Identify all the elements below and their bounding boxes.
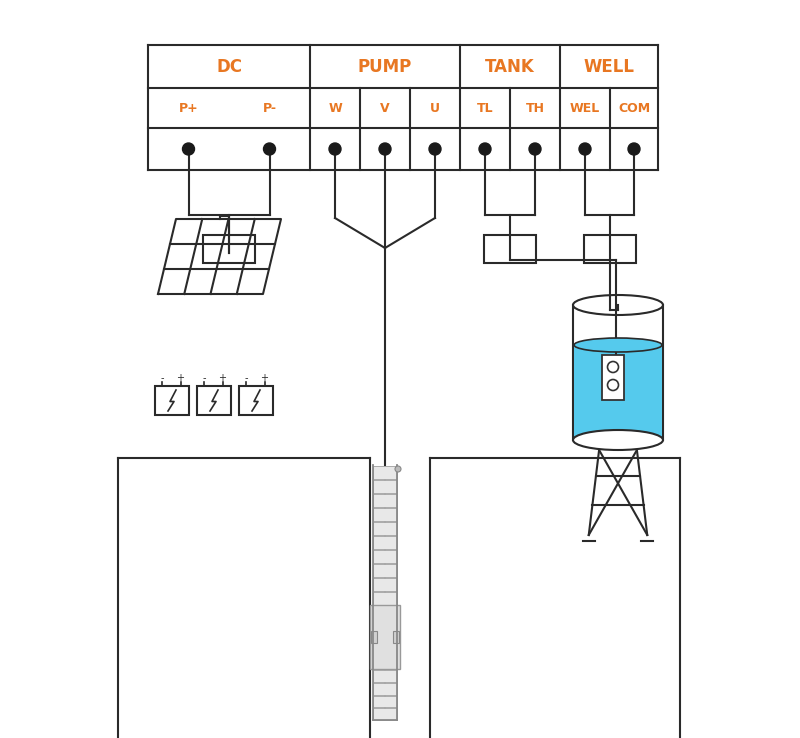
Text: -: - [161, 373, 164, 383]
Bar [371, 631, 377, 643]
Bar [574, 345, 662, 440]
Circle shape [329, 143, 341, 155]
Circle shape [628, 143, 640, 155]
Ellipse shape [574, 338, 662, 352]
Circle shape [263, 143, 275, 155]
Circle shape [579, 143, 591, 155]
Bar [373, 670, 397, 682]
Bar [484, 235, 536, 263]
Text: TH: TH [526, 102, 545, 114]
Bar [393, 631, 399, 643]
Text: P+: P+ [178, 102, 198, 114]
Bar [373, 466, 397, 479]
Text: V: V [380, 102, 390, 114]
Text: P-: P- [262, 102, 277, 114]
Bar [602, 355, 624, 400]
Text: TANK: TANK [485, 58, 535, 75]
Bar [373, 480, 397, 493]
Text: DC: DC [216, 58, 242, 75]
Bar [373, 522, 397, 535]
Circle shape [182, 143, 194, 155]
Text: +: + [218, 373, 226, 383]
Bar [373, 578, 397, 591]
Circle shape [395, 466, 401, 472]
Bar [373, 494, 397, 507]
Text: +: + [261, 373, 269, 383]
Circle shape [607, 379, 618, 390]
Text: U: U [430, 102, 440, 114]
Text: PUMP: PUMP [358, 58, 412, 75]
Circle shape [429, 143, 441, 155]
Bar [203, 235, 255, 263]
Bar [239, 386, 273, 415]
Text: +: + [177, 373, 185, 383]
Bar [373, 592, 397, 605]
Circle shape [479, 143, 491, 155]
Circle shape [529, 143, 541, 155]
Bar [373, 695, 397, 707]
Bar [373, 683, 397, 694]
Circle shape [379, 143, 391, 155]
Circle shape [607, 362, 618, 373]
Bar [373, 536, 397, 549]
Ellipse shape [573, 430, 663, 450]
Bar [370, 605, 400, 669]
Bar [373, 708, 397, 720]
Text: WEL: WEL [570, 102, 600, 114]
Bar [197, 386, 231, 415]
Text: W: W [328, 102, 342, 114]
Bar [373, 508, 397, 521]
Bar [373, 550, 397, 563]
Bar [583, 235, 635, 263]
Bar [373, 564, 397, 577]
Text: TL: TL [477, 102, 494, 114]
Text: WELL: WELL [583, 58, 634, 75]
Text: COM: COM [618, 102, 650, 114]
Bar [155, 386, 189, 415]
Text: -: - [202, 373, 206, 383]
Text: -: - [245, 373, 248, 383]
